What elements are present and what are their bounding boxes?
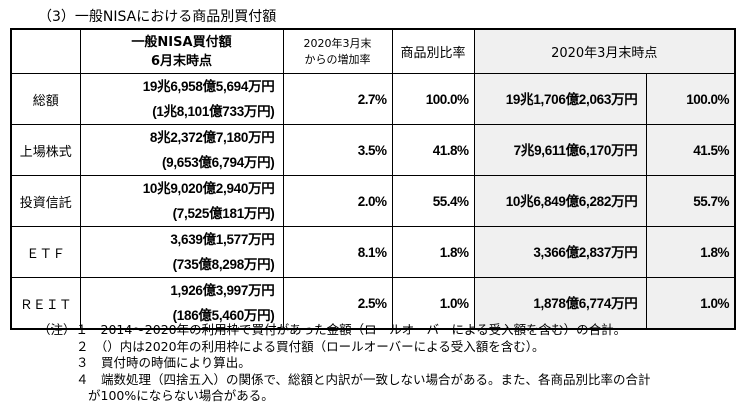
ratio-cell: 1.8% bbox=[391, 226, 475, 278]
row-label: ＲＥＩＴ bbox=[10, 277, 81, 330]
ratio-cell: 55.4% bbox=[391, 175, 475, 227]
header-amount: 一般NISA買付額 6月末時点 bbox=[79, 28, 284, 74]
ratio-cell: 100.0% bbox=[391, 73, 475, 125]
march-amount-cell: 7兆9,611億6,170万円 bbox=[473, 124, 647, 176]
table-row: 投資信託 10兆9,020億2,940万円 (7,525億181万円) 2.0% … bbox=[10, 175, 736, 227]
header-row: 一般NISA買付額 6月末時点 2020年3月末 からの増加率 商品別比率 2020… bbox=[10, 28, 736, 74]
march-ratio-cell: 41.5% bbox=[645, 124, 736, 176]
march-ratio-cell: 100.0% bbox=[645, 73, 736, 125]
growth-cell: 2.7% bbox=[282, 73, 393, 125]
amount-total: 3,639億1,577万円 bbox=[170, 232, 275, 247]
header-ratio: 商品別比率 bbox=[391, 28, 475, 74]
amount-2020: (9,653億6,794万円) bbox=[161, 155, 275, 170]
header-growth-label: 2020年3月末 bbox=[303, 36, 372, 50]
header-amount-label: 一般NISA買付額 bbox=[131, 34, 232, 50]
amount-total: 10兆9,020億2,940万円 bbox=[142, 181, 275, 196]
table-row: ＲＥＩＴ 1,926億3,997万円 (186億5,460万円) 2.5% 1.0… bbox=[10, 277, 736, 330]
amount-cell: 19兆6,958億5,694万円 (1兆8,101億733万円) bbox=[79, 73, 284, 125]
table-row: 総額 19兆6,958億5,694万円 (1兆8,101億733万円) 2.7% … bbox=[10, 73, 736, 125]
amount-2020: (1兆8,101億733万円) bbox=[152, 104, 275, 119]
note-3: ３ 買付時の時価により算出。 bbox=[76, 355, 251, 370]
note-1: （注）１ 2014～2020年の利用枠で買付があった金額（ロールオーバーによる受… bbox=[38, 322, 627, 337]
section-title: （3）一般NISAにおける商品別買付額 bbox=[38, 9, 277, 25]
header-march: 2020年3月末時点 bbox=[473, 28, 736, 74]
note-4-cont: が100%にならない場合がある。 bbox=[88, 388, 274, 403]
amount-total: 1,926億3,997万円 bbox=[170, 283, 275, 298]
header-blank bbox=[10, 28, 81, 74]
header-growth-sub: からの増加率 bbox=[304, 52, 371, 66]
march-ratio-cell: 1.8% bbox=[645, 226, 736, 278]
amount-cell: 8兆2,372億7,180万円 (9,653億6,794万円) bbox=[79, 124, 284, 176]
growth-cell: 8.1% bbox=[282, 226, 393, 278]
march-ratio-cell: 55.7% bbox=[645, 175, 736, 227]
amount-total: 19兆6,958億5,694万円 bbox=[142, 79, 275, 94]
amount-2020: (186億5,460万円) bbox=[172, 308, 275, 323]
march-amount-cell: 19兆1,706億2,063万円 bbox=[473, 73, 647, 125]
note-2: ２ （）内は2020年の利用枠による買付額（ロールオーバーによる受入額を含む）。 bbox=[76, 338, 545, 354]
nisa-purchase-table: 一般NISA買付額 6月末時点 2020年3月末 からの増加率 商品別比率 2020… bbox=[10, 28, 736, 330]
growth-cell: 3.5% bbox=[282, 124, 393, 176]
footnotes: （注）１ 2014～2020年の利用枠で買付があった金額（ロールオーバーによる受… bbox=[38, 322, 651, 405]
row-label: 投資信託 bbox=[10, 175, 81, 227]
ratio-cell: 1.0% bbox=[391, 277, 475, 330]
row-label: 上場株式 bbox=[10, 124, 81, 176]
table-row: ＥＴＦ 3,639億1,577万円 (735億8,298万円) 8.1% 1.8%… bbox=[10, 226, 736, 278]
row-label: ＥＴＦ bbox=[10, 226, 81, 278]
amount-cell: 1,926億3,997万円 (186億5,460万円) bbox=[79, 277, 284, 330]
amount-2020: (7,525億181万円) bbox=[172, 206, 275, 221]
march-amount-cell: 10兆6,849億6,282万円 bbox=[473, 175, 647, 227]
amount-total: 8兆2,372億7,180万円 bbox=[149, 130, 275, 145]
ratio-cell: 41.8% bbox=[391, 124, 475, 176]
growth-cell: 2.0% bbox=[282, 175, 393, 227]
row-label: 総額 bbox=[10, 73, 81, 125]
amount-2020: (735億8,298万円) bbox=[172, 257, 275, 272]
header-amount-sub: 6月末時点 bbox=[150, 53, 213, 69]
note-4: ４ 端数処理（四捨五入）の関係で、総額と内訳が一致しない場合がある。また、各商品… bbox=[76, 371, 651, 387]
growth-cell: 2.5% bbox=[282, 277, 393, 330]
amount-cell: 10兆9,020億2,940万円 (7,525億181万円) bbox=[79, 175, 284, 227]
table-row: 上場株式 8兆2,372億7,180万円 (9,653億6,794万円) 3.5%… bbox=[10, 124, 736, 176]
amount-cell: 3,639億1,577万円 (735億8,298万円) bbox=[79, 226, 284, 278]
march-ratio-cell: 1.0% bbox=[645, 277, 736, 330]
march-amount-cell: 1,878億6,774万円 bbox=[473, 277, 647, 330]
header-growth: 2020年3月末 からの増加率 bbox=[282, 28, 393, 74]
march-amount-cell: 3,366億2,837万円 bbox=[473, 226, 647, 278]
